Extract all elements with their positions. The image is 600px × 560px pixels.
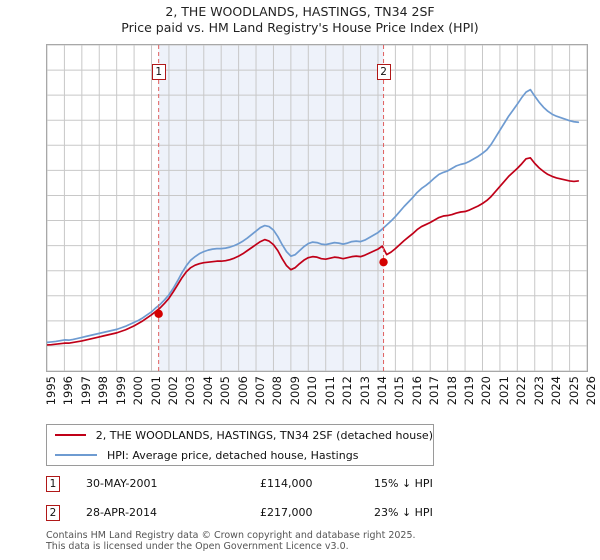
x-axis-tick-label: 2015	[392, 376, 407, 406]
x-axis-tick-label: 2008	[270, 376, 285, 406]
sale-record-row: 1 30-MAY-2001 £114,000 15% ↓ HPI	[46, 476, 476, 494]
x-axis-tick-label: 1997	[78, 376, 93, 406]
x-axis-labels: 1995 1996 1997 1998 1999 2000 2001 2002 2003 2004…	[44, 376, 598, 416]
x-axis-tick-label: 1995	[44, 376, 58, 406]
x-axis-tick-label: 2007	[253, 376, 268, 406]
chart-annotation-badge: 1	[151, 64, 166, 80]
footer-line-1: Contains HM Land Registry data © Crown c…	[46, 530, 416, 541]
x-axis-tick-label: 2004	[200, 376, 215, 406]
x-axis-tick-label: 1998	[96, 376, 111, 406]
legend-swatch-property	[55, 434, 86, 436]
series-line-property	[47, 156, 580, 346]
chart-title-block: 2, THE WOODLANDS, HASTINGS, TN34 2SF Pri…	[0, 0, 600, 36]
sale-point-marker	[154, 309, 163, 319]
x-axis-tick-label: 2009	[287, 376, 302, 406]
sale-hpi-delta: 23% ↓ HPI	[374, 506, 433, 519]
footer-line-2: This data is licensed under the Open Gov…	[46, 541, 349, 552]
chart-svg	[47, 45, 587, 371]
sale-hpi-delta: 15% ↓ HPI	[374, 477, 433, 490]
x-axis-tick-label: 2023	[531, 376, 546, 406]
x-axis-tick-label: 2022	[514, 376, 529, 406]
x-axis-tick-label: 2003	[183, 376, 198, 406]
chart-legend: 2, THE WOODLANDS, HASTINGS, TN34 2SF (de…	[46, 424, 434, 466]
x-axis-tick-label: 2018	[444, 376, 459, 406]
sale-index-badge: 2	[46, 505, 60, 521]
x-axis-tick-label: 1996	[61, 376, 76, 406]
legend-swatch-hpi	[55, 454, 97, 456]
legend-item-hpi: HPI: Average price, detached house, Hast…	[47, 445, 433, 465]
x-axis-tick-label: 2021	[496, 376, 511, 406]
chart-canvas	[47, 45, 587, 371]
sale-price: £217,000	[260, 506, 313, 519]
x-axis-tick-label: 2026	[584, 376, 598, 406]
x-axis-tick-label: 2012	[340, 376, 355, 406]
legend-label-hpi: HPI: Average price, detached house, Hast…	[107, 448, 359, 462]
copyright-footer: Contains HM Land Registry data © Crown c…	[46, 530, 566, 552]
x-axis-tick-label: 2006	[235, 376, 250, 406]
sale-point-marker	[379, 257, 388, 267]
sale-record-row: 2 28-APR-2014 £217,000 23% ↓ HPI	[46, 505, 476, 523]
chart-annotation-badge: 2	[376, 64, 391, 80]
x-axis-tick-label: 2002	[165, 376, 180, 406]
sale-index-badge: 1	[46, 476, 60, 492]
sale-date: 28-APR-2014	[86, 506, 158, 519]
legend-label-property: 2, THE WOODLANDS, HASTINGS, TN34 2SF (de…	[95, 428, 433, 442]
x-axis-tick-label: 2025	[566, 376, 581, 406]
x-axis-tick-label: 2010	[305, 376, 320, 406]
legend-item-property: 2, THE WOODLANDS, HASTINGS, TN34 2SF (de…	[47, 425, 433, 445]
x-axis-tick-label: 1999	[113, 376, 128, 406]
x-axis-tick-label: 2019	[462, 376, 477, 406]
x-axis-tick-label: 2013	[357, 376, 372, 406]
shaded-period-band	[158, 45, 384, 371]
x-axis-tick-label: 2005	[218, 376, 233, 406]
series-line-hpi	[47, 88, 580, 344]
x-axis-tick-label: 2000	[131, 376, 146, 406]
x-axis-tick-label: 2001	[148, 376, 163, 406]
x-axis-tick-label: 2011	[322, 376, 337, 406]
sale-date: 30-MAY-2001	[86, 477, 158, 490]
page-title: 2, THE WOODLANDS, HASTINGS, TN34 2SF	[165, 4, 435, 19]
x-axis-tick-label: 2016	[409, 376, 424, 406]
x-axis-tick-label: 2020	[479, 376, 494, 406]
x-axis-tick-label: 2014	[374, 376, 389, 406]
page-subtitle: Price paid vs. HM Land Registry's House …	[121, 20, 479, 35]
x-axis-tick-label: 2024	[549, 376, 564, 406]
x-axis-tick-label: 2017	[427, 376, 442, 406]
sale-price: £114,000	[260, 477, 313, 490]
